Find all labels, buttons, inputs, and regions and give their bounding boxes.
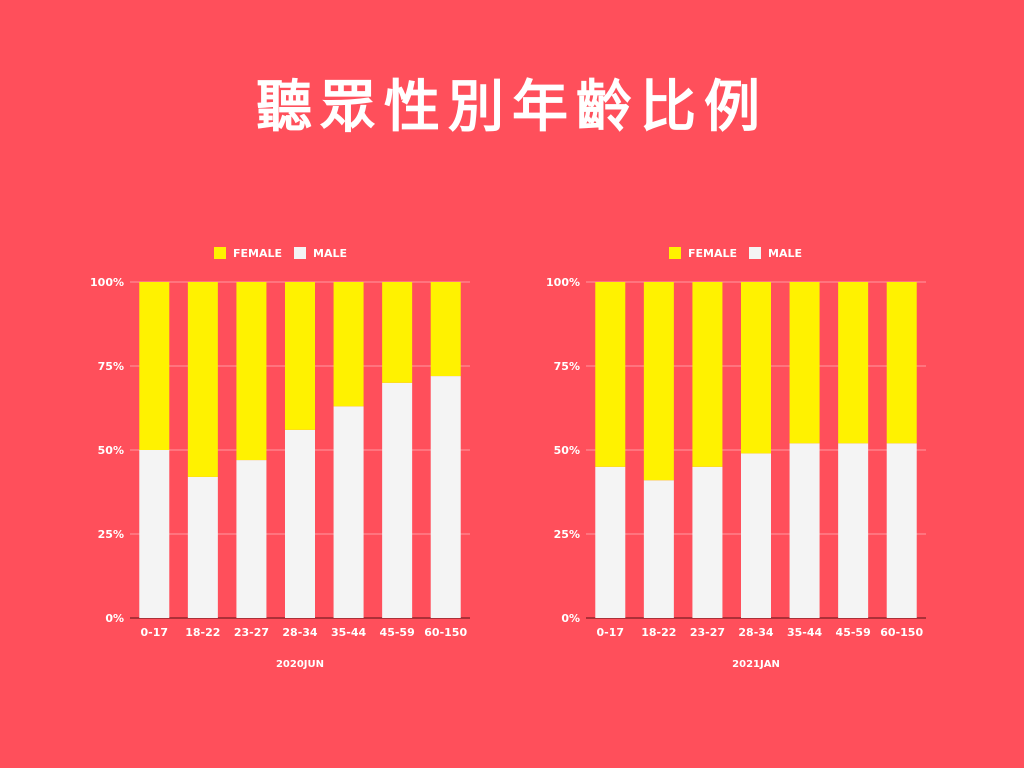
bar-female[interactable] [187, 282, 218, 477]
y-tick-label: 0% [105, 612, 124, 625]
bar-male[interactable] [595, 466, 626, 618]
bar-female[interactable] [692, 282, 723, 467]
bar-male[interactable] [692, 466, 723, 618]
y-tick-label: 25% [98, 528, 124, 541]
bar-male[interactable] [236, 460, 267, 618]
page-title: 聽眾性別年齡比例 [256, 75, 768, 140]
bar-female[interactable] [741, 282, 771, 454]
bar-female[interactable] [886, 282, 917, 444]
bar-male[interactable] [285, 429, 315, 618]
y-tick-label: 100% [90, 276, 124, 289]
x-axis-label: 2020JUN [276, 659, 324, 670]
y-tick-label: 50% [98, 444, 124, 457]
x-tick-label: 60-150 [880, 626, 923, 639]
x-tick-label: 18-22 [185, 626, 220, 639]
y-tick-label: 25% [554, 528, 580, 541]
chart-2: 0% 25% 50% 75% 100% 0-17 18-22 23-27 28-34 35-44 4… [546, 247, 926, 670]
x-tick-label: 18-22 [641, 626, 676, 639]
bar-male[interactable] [430, 376, 461, 618]
bar-female[interactable] [643, 282, 674, 481]
y-tick-label: 100% [546, 276, 580, 289]
legend-swatch-female [669, 247, 681, 259]
bar-male[interactable] [333, 406, 364, 618]
x-tick-label: 28-34 [738, 626, 774, 639]
bar-male[interactable] [139, 450, 170, 618]
legend: FEMALE MALE [669, 247, 802, 260]
bar-female[interactable] [430, 282, 461, 377]
bar-male[interactable] [838, 443, 869, 618]
y-tick-label: 0% [561, 612, 580, 625]
y-tick-label: 75% [554, 360, 580, 373]
x-tick-label: 0-17 [597, 626, 625, 639]
bar-female[interactable] [285, 282, 315, 430]
x-tick-label: 23-27 [234, 626, 269, 639]
x-axis-label: 2021JAN [732, 659, 780, 670]
x-tick-label: 45-59 [380, 626, 415, 639]
bar-male[interactable] [643, 480, 674, 618]
chart-1: 0% 25% 50% 75% 100% 0-17 18-22 23-27 28-34 35-44 4… [90, 247, 470, 670]
bar-female[interactable] [236, 282, 267, 461]
bar-male[interactable] [886, 443, 917, 618]
bar-female[interactable] [838, 282, 869, 444]
y-tick-label: 75% [98, 360, 124, 373]
legend: FEMALE MALE [214, 247, 347, 260]
x-tick-label: 45-59 [836, 626, 871, 639]
bar-male[interactable] [382, 382, 413, 618]
legend-label-male: MALE [313, 247, 347, 260]
bar-female[interactable] [382, 282, 413, 383]
bar-female[interactable] [333, 282, 364, 407]
bar-male[interactable] [741, 453, 771, 618]
x-tick-label: 60-150 [424, 626, 467, 639]
x-tick-label: 35-44 [787, 626, 823, 639]
bar-female[interactable] [595, 282, 626, 467]
x-tick-label: 35-44 [331, 626, 367, 639]
x-tick-label: 28-34 [282, 626, 318, 639]
bar-male[interactable] [187, 476, 218, 618]
legend-swatch-male [294, 247, 306, 259]
x-tick-label: 0-17 [141, 626, 169, 639]
bar-female[interactable] [139, 282, 170, 450]
y-tick-label: 50% [554, 444, 580, 457]
legend-label-female: FEMALE [233, 247, 282, 260]
legend-swatch-male [749, 247, 761, 259]
bar-male[interactable] [789, 443, 820, 618]
bar-female[interactable] [789, 282, 820, 444]
legend-swatch-female [214, 247, 226, 259]
x-tick-label: 23-27 [690, 626, 725, 639]
legend-label-male: MALE [768, 247, 802, 260]
legend-label-female: FEMALE [688, 247, 737, 260]
